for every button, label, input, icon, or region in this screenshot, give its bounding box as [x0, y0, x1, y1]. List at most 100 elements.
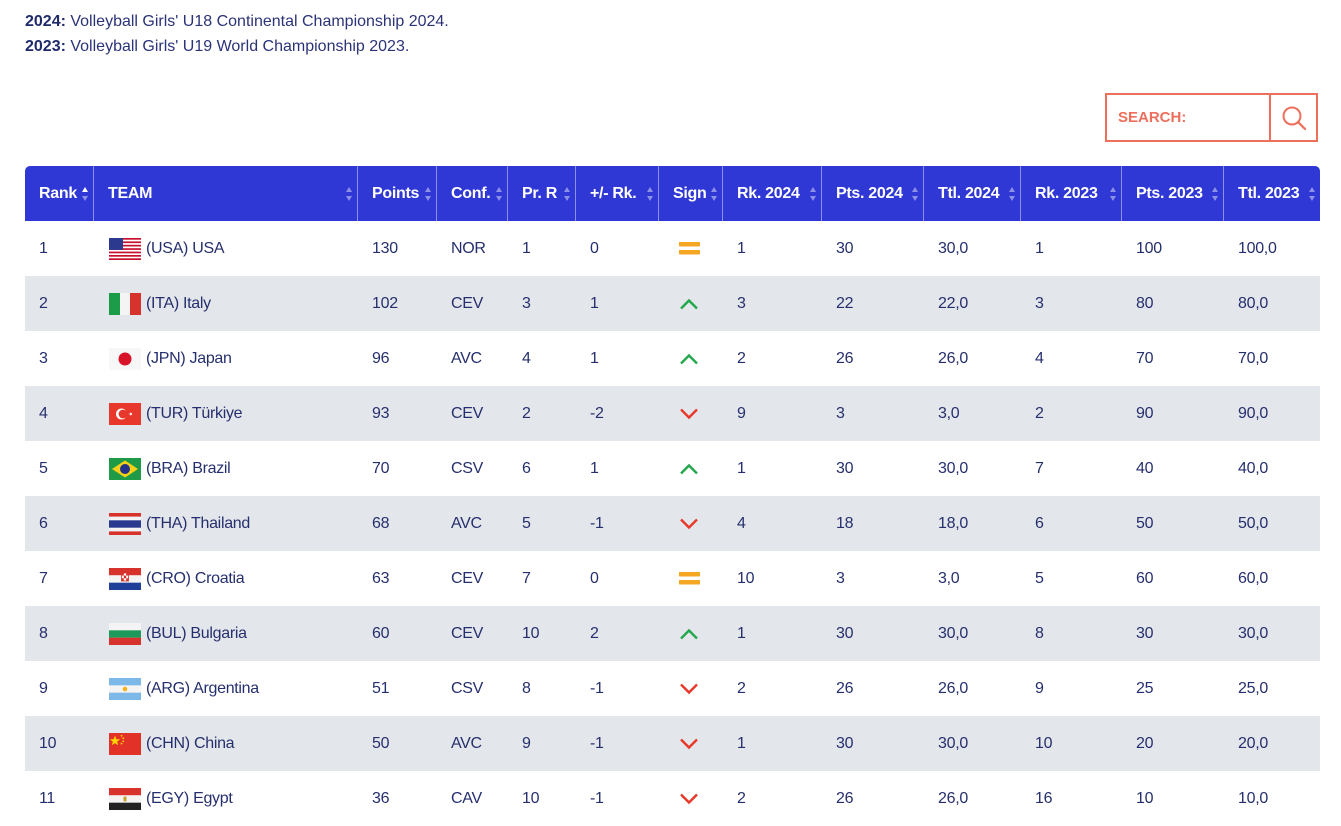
arrow-down-icon [679, 738, 699, 750]
flag-bul-icon [109, 622, 141, 645]
column-header-rank-change[interactable]: +/- Rk. [576, 166, 659, 221]
column-header-previous-rank[interactable]: Pr. R [508, 166, 576, 221]
column-header-label: +/- Rk. [590, 184, 637, 202]
rank-2023-cell: 3 [1035, 294, 1044, 312]
previous-rank-cell: 10 [522, 789, 540, 807]
previous-rank-cell: 7 [522, 569, 531, 587]
points-2024-cell: 3 [836, 404, 845, 422]
team-name[interactable]: (JPN) Japan [146, 349, 232, 367]
team-name[interactable]: (CHN) China [146, 734, 235, 752]
team-name[interactable]: (ITA) Italy [146, 294, 211, 312]
note-year: 2023: [25, 38, 66, 55]
note-2023: 2023: Volleyball Girls' U19 World Champi… [25, 34, 449, 59]
table-row[interactable]: 3 (JPN) Japan 96 AVC 4 1 2 26 26,0 4 70 70,0 [25, 331, 1320, 386]
sign-cell [659, 551, 723, 606]
total-2023-cell: 10,0 [1238, 789, 1268, 807]
previous-rank-cell: 8 [522, 679, 531, 697]
conf-cell: AVC [451, 349, 482, 367]
rank-change-cell: 0 [590, 569, 599, 587]
column-header-total-2024[interactable]: Ttl. 2024 [924, 166, 1021, 221]
team-name[interactable]: (USA) USA [146, 239, 225, 257]
flag-jpn-icon [109, 347, 141, 370]
sign-cell [659, 716, 723, 771]
points-cell: 93 [372, 404, 390, 422]
total-2023-cell: 20,0 [1238, 734, 1268, 752]
team-name[interactable]: (THA) Thailand [146, 514, 250, 532]
column-header-team[interactable]: TEAM [94, 166, 358, 221]
conf-cell: AVC [451, 734, 482, 752]
points-2023-cell: 50 [1136, 514, 1154, 532]
table-row[interactable]: 4 (TUR) Türkiye 93 CEV 2 -2 9 3 3,0 2 90 90,0 [25, 386, 1320, 441]
rank-2023-cell: 16 [1035, 789, 1053, 807]
table-row[interactable]: 5 (BRA) Brazil 70 CSV 6 1 1 30 30,0 7 40 40,0 [25, 441, 1320, 496]
team-name[interactable]: (TUR) Türkiye [146, 404, 243, 422]
total-2024-cell: 22,0 [938, 294, 968, 312]
conf-cell: AVC [451, 514, 482, 532]
sort-icon [564, 187, 570, 201]
column-header-rank-2024[interactable]: Rk. 2024 [723, 166, 822, 221]
rank-2023-cell: 4 [1035, 349, 1044, 367]
team-name[interactable]: (BRA) Brazil [146, 459, 231, 477]
points-2023-cell: 60 [1136, 569, 1154, 587]
column-header-label: Points [372, 184, 420, 202]
table-body: 1 (USA) USA 130 NOR 1 0 1 30 30,0 1 100 100,0 2 (ITA)… [25, 221, 1320, 826]
table-row[interactable]: 8 (BUL) Bulgaria 60 CEV 10 2 1 30 30,0 8 30 30,0 [25, 606, 1320, 661]
column-header-rank-2023[interactable]: Rk. 2023 [1021, 166, 1122, 221]
points-cell: 51 [372, 679, 390, 697]
sort-icon [810, 187, 816, 201]
points-cell: 60 [372, 624, 390, 642]
rank-change-cell: 2 [590, 624, 599, 642]
conf-cell: CEV [451, 624, 483, 642]
column-header-points-2023[interactable]: Pts. 2023 [1122, 166, 1224, 221]
sort-icon [496, 187, 502, 201]
table-row[interactable]: 6 (THA) Thailand 68 AVC 5 -1 4 18 18,0 6 50 50,0 [25, 496, 1320, 551]
column-header-points-2024[interactable]: Pts. 2024 [822, 166, 924, 221]
points-2024-cell: 18 [836, 514, 854, 532]
table-row[interactable]: 1 (USA) USA 130 NOR 1 0 1 30 30,0 1 100 100,0 [25, 221, 1320, 276]
previous-rank-cell: 5 [522, 514, 531, 532]
total-2023-cell: 60,0 [1238, 569, 1268, 587]
team-cell: (CHN) China [94, 716, 358, 771]
conf-cell: CAV [451, 789, 482, 807]
rank-2024-cell: 2 [737, 349, 746, 367]
flag-usa-icon [109, 237, 141, 260]
team-name[interactable]: (CRO) Croatia [146, 569, 245, 587]
conf-cell: NOR [451, 239, 486, 257]
column-header-points[interactable]: Points [358, 166, 437, 221]
column-header-label: Ttl. 2024 [938, 184, 1000, 202]
team-name[interactable]: (BUL) Bulgaria [146, 624, 247, 642]
sign-cell [659, 441, 723, 496]
column-header-rank[interactable]: Rank [25, 166, 94, 221]
column-header-sign[interactable]: Sign [659, 166, 723, 221]
previous-rank-cell: 6 [522, 459, 531, 477]
column-header-conf[interactable]: Conf. [437, 166, 508, 221]
column-header-label: Pts. 2024 [836, 184, 903, 202]
rank-2023-cell: 7 [1035, 459, 1044, 477]
table-row[interactable]: 9 (ARG) Argentina 51 CSV 8 -1 2 26 26,0 9 25 25,0 [25, 661, 1320, 716]
points-2023-cell: 40 [1136, 459, 1154, 477]
sign-cell [659, 331, 723, 386]
rank-cell: 10 [39, 734, 57, 752]
table-row[interactable]: 2 (ITA) Italy 102 CEV 3 1 3 22 22,0 3 80 80,0 [25, 276, 1320, 331]
points-cell: 36 [372, 789, 390, 807]
column-header-label: Rk. 2024 [737, 184, 800, 202]
team-name[interactable]: (ARG) Argentina [146, 679, 259, 697]
total-2023-cell: 80,0 [1238, 294, 1268, 312]
table-row[interactable]: 10 (CHN) China 50 AVC 9 -1 1 30 30,0 10 20 20,0 [25, 716, 1320, 771]
column-header-total-2023[interactable]: Ttl. 2023 [1224, 166, 1320, 221]
sort-icon [647, 187, 653, 201]
sort-icon [346, 187, 352, 201]
search-button[interactable] [1269, 95, 1316, 140]
rank-cell: 1 [39, 239, 48, 257]
rank-2023-cell: 2 [1035, 404, 1044, 422]
equal-icon [679, 571, 700, 586]
rank-2024-cell: 1 [737, 239, 746, 257]
column-header-label: Sign [673, 184, 707, 202]
rank-change-cell: -1 [590, 679, 604, 697]
search-input[interactable] [1107, 95, 1269, 140]
table-row[interactable]: 11 (EGY) Egypt 36 CAV 10 -1 2 26 26,0 16 10 10,0 [25, 771, 1320, 826]
points-2024-cell: 26 [836, 679, 854, 697]
points-cell: 68 [372, 514, 390, 532]
team-name[interactable]: (EGY) Egypt [146, 789, 233, 807]
table-row[interactable]: 7 (CRO) Croatia 63 CEV 7 0 10 3 3,0 5 60 60,0 [25, 551, 1320, 606]
